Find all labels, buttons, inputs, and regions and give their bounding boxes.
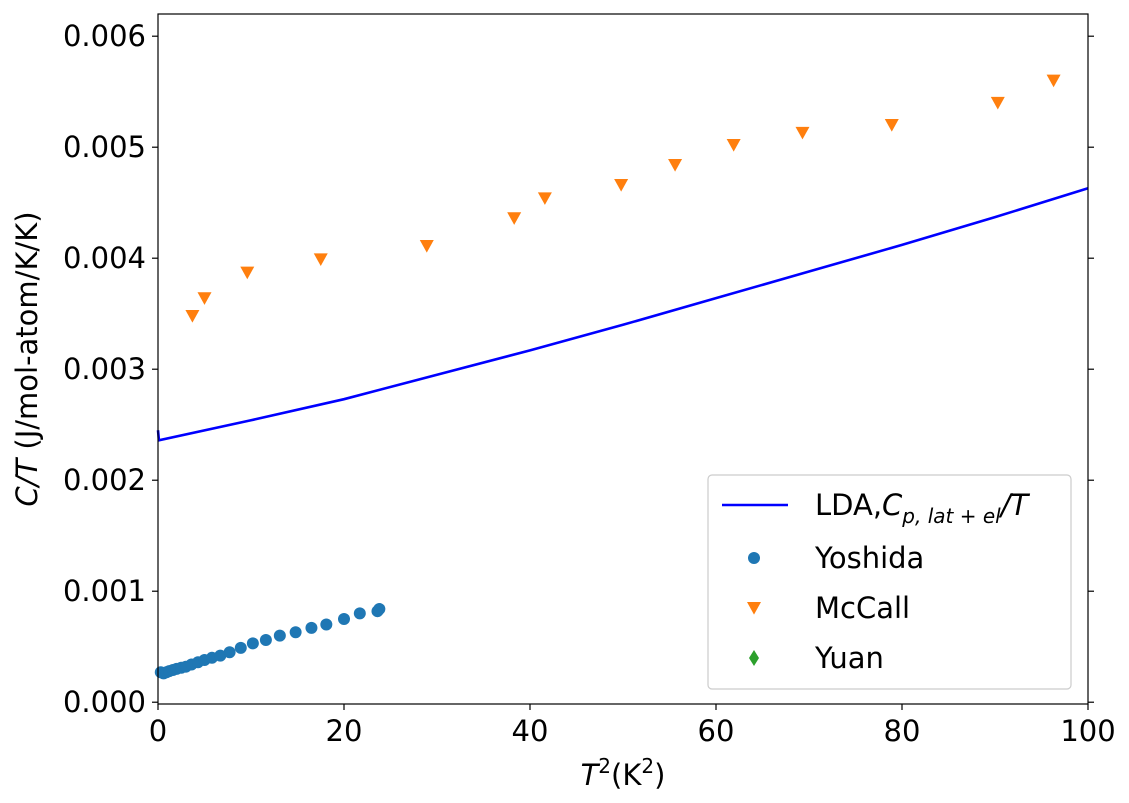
series-mccall-point [795, 126, 810, 140]
series-yoshida-point [273, 629, 286, 642]
legend-label-yuan: Yuan [814, 641, 884, 675]
x-tick-label: 100 [1060, 714, 1115, 748]
series-yoshida-point [353, 607, 366, 620]
y-axis-label-italic: C/T [10, 457, 44, 507]
ticks-layer: 0 20 40 60 80 100 0.000 0.001 0.002 0.003 0.004 0.0… [63, 19, 1116, 748]
series-yoshida-point [289, 626, 302, 639]
legend-label-lda-c: C [882, 488, 903, 522]
legend-label-yoshida: Yoshida [814, 541, 924, 575]
y-axis-label: C/T (J/mol-atom/K/K) [10, 211, 44, 506]
series-yoshida-point [259, 634, 272, 647]
series-yoshida-point [338, 612, 350, 625]
data-layer [154, 74, 1089, 680]
series-mccall-point [197, 292, 212, 305]
x-axis-label-base: T [581, 758, 601, 792]
x-axis-label-close: ) [654, 758, 665, 792]
x-axis-label-sup: 2 [598, 754, 611, 778]
x-tick-label: 40 [512, 714, 549, 748]
y-tick-label: 0.005 [63, 130, 146, 164]
x-tick-label: 0 [149, 714, 167, 748]
x-tick-label: 20 [326, 714, 363, 748]
legend-label-lda: LDA,Cp, lat + el/T [815, 488, 1030, 528]
series-mccall-point [614, 178, 629, 192]
series-yoshida-point [246, 637, 259, 650]
y-tick-label: 0.002 [63, 463, 146, 497]
legend-label-lda-prefix: LDA, [815, 488, 882, 522]
series-lda-line [156, 187, 1089, 442]
x-tick-label: 60 [698, 714, 735, 748]
series-yoshida-point [234, 641, 247, 654]
y-axis-label-rest: (J/mol-atom/K/K) [10, 211, 44, 458]
series-mccall-point [1046, 74, 1061, 88]
x-tick-label: 80 [884, 714, 921, 748]
y-tick-label: 0.006 [63, 19, 146, 53]
y-tick-label: 0.001 [63, 574, 146, 608]
y-tick-label: 0.000 [63, 685, 146, 719]
x-axis-label-sup2: 2 [641, 754, 654, 778]
y-tick-label: 0.003 [63, 352, 146, 386]
plot-frame [157, 13, 1089, 705]
legend-marker-yuan [749, 650, 759, 666]
series-yoshida-point [305, 621, 318, 634]
series-mccall-point [726, 139, 741, 152]
legend-label-mccall: McCall [815, 591, 910, 625]
legend-label-lda-tail: /T [998, 488, 1031, 522]
legend-box [707, 474, 1072, 690]
legend-label-lda-sub: p, lat + el [901, 504, 1001, 528]
series-mccall-point [507, 212, 522, 225]
series-mccall-point [668, 159, 683, 172]
x-axis-label: T2(K2) [581, 754, 666, 792]
series-yoshida-point [320, 618, 333, 631]
series-yoshida-point [223, 646, 236, 659]
series-mccall-point [990, 96, 1005, 110]
series-mccall-point [313, 253, 328, 266]
series-yoshida-point [214, 649, 227, 662]
series-mccall-point [240, 266, 255, 280]
series-yoshida-point [373, 602, 386, 615]
x-axis-label-open: (K [611, 758, 642, 792]
y-tick-label: 0.004 [63, 241, 146, 275]
series-mccall-point [419, 240, 434, 253]
series-mccall-point [537, 192, 552, 205]
series-mccall-point [884, 119, 899, 132]
legend-marker-yoshida [748, 552, 760, 564]
legend: LDA,Cp, lat + el/T Yoshida McCall Yuan [707, 474, 1072, 690]
legend-marker-mccall [747, 602, 761, 615]
series-mccall-point [185, 309, 200, 323]
